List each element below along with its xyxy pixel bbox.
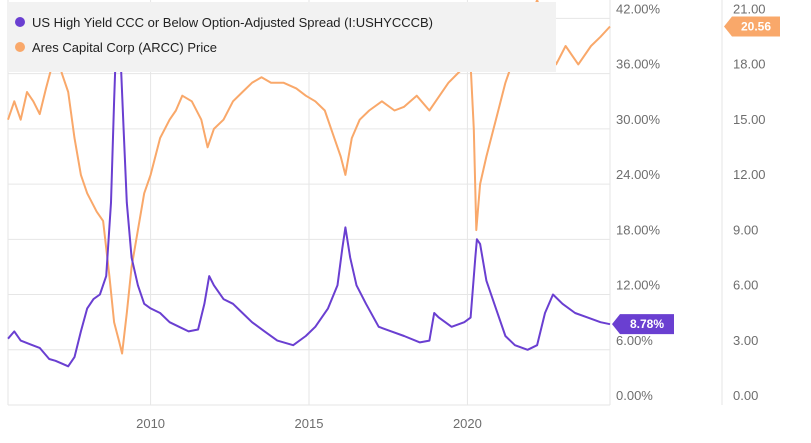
left-axis-tick-label: 24.00% (616, 167, 661, 182)
badge-spread-last-value-text: 8.78% (630, 317, 664, 331)
left-axis-tick-label: 0.00% (616, 388, 653, 403)
series-line-spread (7, 8, 611, 368)
right-axis-tick-label: 6.00 (733, 278, 758, 293)
left-axis-tick-label: 42.00% (616, 1, 661, 16)
badge-price-last-value-text: 20.56 (741, 20, 771, 34)
x-axis-tick-label: 2015 (295, 416, 324, 431)
series-lines (7, 0, 611, 368)
right-axis-tick-label: 0.00 (733, 388, 758, 403)
badge-price-last-value: 20.56 (724, 16, 780, 37)
legend: US High Yield CCC or Below Option-Adjust… (8, 2, 556, 72)
left-axis-tick-label: 18.00% (616, 222, 661, 237)
left-axis-tick-label: 36.00% (616, 57, 661, 72)
x-axis-tick-label: 2020 (453, 416, 482, 431)
right-axis-tick-label: 15.00 (733, 112, 766, 127)
right-axis-tick-label: 21.00 (733, 1, 766, 16)
legend-marker-price (15, 42, 25, 52)
left-axis-tick-label: 6.00% (616, 333, 653, 348)
x-axis-tick-label: 2010 (136, 416, 165, 431)
right-axis-tick-label: 3.00 (733, 333, 758, 348)
badge-spread-last-value-shape (612, 314, 674, 335)
legend-background (8, 2, 556, 72)
left-axis-tick-label: 12.00% (616, 278, 661, 293)
right-axis-tick-label: 9.00 (733, 222, 758, 237)
badge-price-last-value-shape (724, 16, 780, 37)
axes: 0.00% 6.00% 12.00% 18.00% 24.00% 30.00% 36.00%… (136, 1, 765, 431)
badge-spread-last-value: 8.78% (612, 314, 674, 335)
series-line-price (7, 0, 611, 355)
legend-label-price: Ares Capital Corp (ARCC) Price (32, 40, 217, 55)
legend-marker-spread (15, 17, 25, 27)
right-axis-tick-label: 12.00 (733, 167, 766, 182)
right-axis-tick-label: 18.00 (733, 57, 766, 72)
legend-label-spread: US High Yield CCC or Below Option-Adjust… (32, 15, 433, 30)
left-axis-tick-label: 30.00% (616, 112, 661, 127)
value-badges: 8.78% 20.56 (612, 16, 780, 335)
